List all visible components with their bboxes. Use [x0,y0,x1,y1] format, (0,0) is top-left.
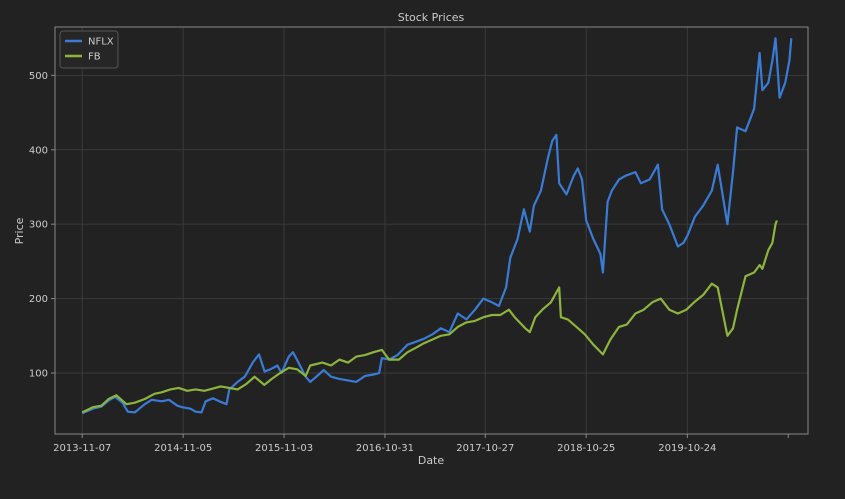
grid [55,27,808,434]
x-tick-label: 2018-10-25 [557,443,615,454]
x-tick-label: 2014-11-05 [154,443,212,454]
legend: NFLX FB [59,30,119,69]
y-tick-label: 500 [29,71,48,82]
x-tick-label: 2016-10-31 [356,443,414,454]
series-lines [81,37,793,415]
y-tick-label: 300 [29,220,48,231]
y-tick-label: 400 [29,145,48,156]
x-axis-ticks: 2013-11-07 2014-11-05 2015-11-03 2016-10-31… [53,434,789,454]
y-tick-label: 100 [29,368,48,379]
x-tick-label: 2015-11-03 [255,443,313,454]
x-tick-label: 2013-11-07 [53,443,111,454]
legend-label: NFLX [88,37,114,48]
y-axis-ticks: 100 200 300 400 500 [29,71,55,379]
chart-title: Stock Prices [398,11,465,24]
y-tick-label: 200 [29,294,48,305]
x-axis-label: Date [418,454,445,467]
x-tick-label: 2019-10-24 [658,443,716,454]
legend-label: FB [88,52,101,63]
x-tick-label: 2017-10-27 [456,443,514,454]
y-axis-label: Price [13,217,26,244]
series-line-fb [81,220,778,414]
plot-frame [54,26,809,435]
series-line-nflx [81,37,793,415]
